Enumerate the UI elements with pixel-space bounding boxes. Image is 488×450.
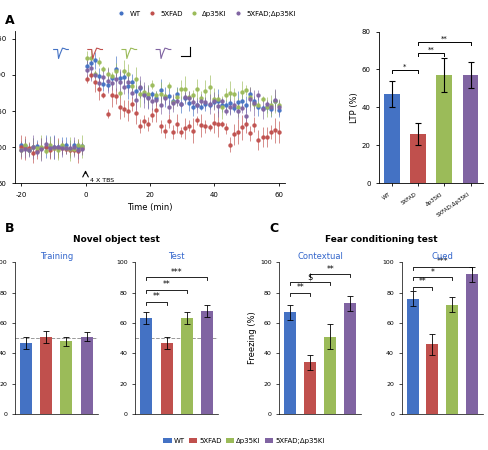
Text: $: $: [307, 273, 313, 282]
Text: **: **: [153, 292, 161, 302]
Bar: [161, 342, 173, 414]
Text: **: **: [326, 265, 334, 274]
Bar: [447, 305, 458, 414]
Bar: [140, 319, 152, 414]
Text: **: **: [296, 283, 304, 292]
Y-axis label: Freezing (%): Freezing (%): [248, 312, 257, 364]
Title: Test: Test: [168, 252, 185, 261]
Bar: [466, 274, 478, 414]
Bar: [384, 94, 400, 183]
Text: C: C: [270, 222, 279, 235]
Y-axis label: LTP (%): LTP (%): [350, 92, 359, 123]
Bar: [60, 341, 72, 414]
Text: **: **: [427, 47, 434, 53]
Text: ***: ***: [171, 268, 183, 277]
Text: **: **: [419, 277, 427, 286]
Bar: [407, 299, 419, 414]
Text: Fear conditioning test: Fear conditioning test: [325, 235, 438, 244]
Bar: [81, 337, 93, 414]
Title: Contextual: Contextual: [297, 252, 343, 261]
Legend: WT, 5XFAD, Δp35KI, 5XFAD;Δp35KI: WT, 5XFAD, Δp35KI, 5XFAD;Δp35KI: [112, 8, 298, 19]
Legend: WT, 5XFAD, Δp35KI, 5XFAD;Δp35KI: WT, 5XFAD, Δp35KI, 5XFAD;Δp35KI: [161, 435, 327, 446]
Bar: [344, 303, 356, 414]
Bar: [427, 344, 438, 414]
Text: 4 X TBS: 4 X TBS: [90, 178, 115, 183]
Bar: [463, 75, 478, 183]
Bar: [285, 312, 296, 414]
X-axis label: Time (min): Time (min): [127, 203, 173, 212]
Text: **: **: [163, 280, 170, 289]
Text: *: *: [403, 64, 407, 70]
Text: B: B: [5, 222, 14, 235]
Text: Novel object test: Novel object test: [73, 235, 160, 244]
Bar: [436, 75, 452, 183]
Text: A: A: [5, 14, 15, 27]
Text: ***: ***: [437, 257, 448, 266]
Title: Training: Training: [40, 252, 73, 261]
Title: Cued: Cued: [431, 252, 453, 261]
Bar: [324, 337, 336, 414]
Bar: [181, 319, 193, 414]
Bar: [305, 362, 316, 414]
Text: **: **: [441, 36, 447, 41]
Text: *: *: [430, 268, 434, 277]
Bar: [201, 311, 213, 414]
Bar: [20, 342, 32, 414]
Bar: [410, 134, 426, 183]
Bar: [40, 337, 52, 414]
